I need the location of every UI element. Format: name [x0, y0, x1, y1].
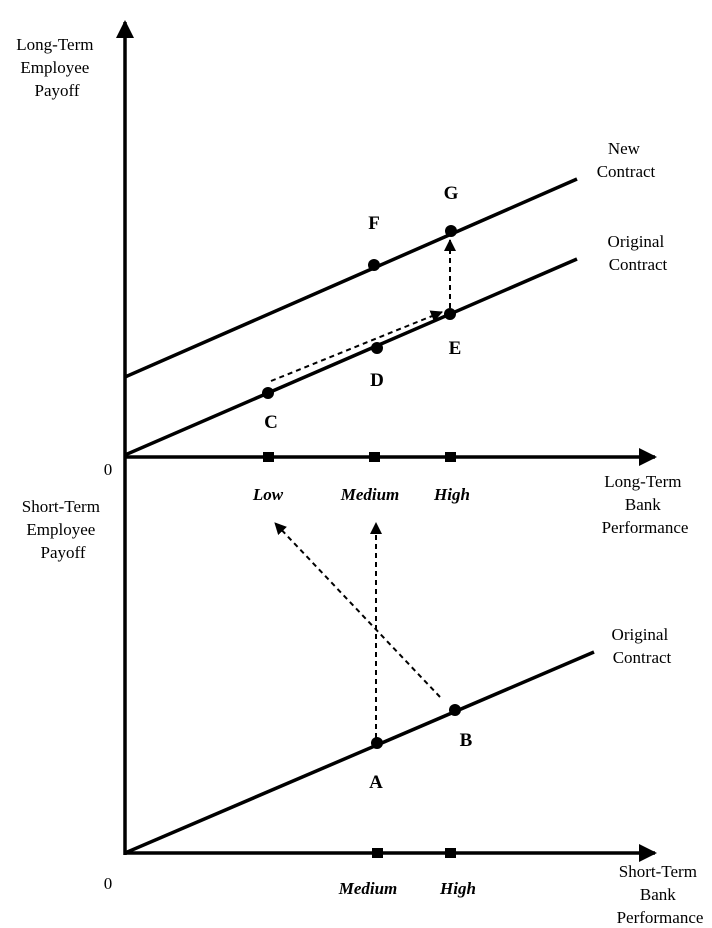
point-b-marker: [449, 704, 461, 716]
upper-origin-label: 0: [104, 460, 113, 479]
new-contract-line: [124, 177, 578, 379]
arrow-b-to-low: [274, 522, 441, 698]
lower-origin-label: 0: [104, 874, 113, 893]
tick-low-marker: [263, 452, 274, 462]
lower-tick-label-high: High: [439, 879, 476, 898]
upper-x-axis-label: Long-Term Bank Performance: [602, 472, 689, 537]
point-f-marker: [368, 259, 380, 271]
point-e-marker: [444, 308, 456, 320]
upper-y-axis-label: Long-Term Employee Payoff: [16, 35, 97, 100]
lower-tick-high-marker: [445, 848, 456, 858]
point-d-label: D: [370, 370, 384, 391]
lower-tick-medium-marker: [372, 848, 383, 858]
tick-label-high: High: [433, 485, 470, 504]
point-g-marker: [445, 225, 457, 237]
point-e-label: E: [449, 338, 462, 359]
arrow-c-to-e: [270, 310, 443, 382]
point-g-label: G: [444, 183, 459, 204]
new-contract-label: New Contract: [597, 139, 656, 181]
point-d-marker: [371, 342, 383, 354]
original-contract-label-lower: Original Contract: [612, 625, 673, 667]
lower-x-axis-label: Short-Term Bank Performance: [617, 862, 704, 927]
point-a-marker: [371, 737, 383, 749]
point-f-label: F: [368, 213, 380, 234]
lower-y-axis-label: Short-Term Employee Payoff: [22, 497, 104, 562]
lower-tick-label-medium: Medium: [338, 879, 398, 898]
point-c-label: C: [264, 412, 278, 433]
point-c-marker: [262, 387, 274, 399]
tick-high-marker: [445, 452, 456, 462]
original-contract-line-lower: [124, 650, 595, 855]
original-contract-line-upper: [124, 257, 578, 457]
tick-label-medium: Medium: [340, 485, 400, 504]
original-contract-label-upper: Original Contract: [608, 232, 669, 274]
point-b-label: B: [460, 730, 473, 751]
point-a-label: A: [369, 772, 383, 793]
tick-medium-marker: [369, 452, 380, 462]
tick-label-low: Low: [252, 485, 284, 504]
